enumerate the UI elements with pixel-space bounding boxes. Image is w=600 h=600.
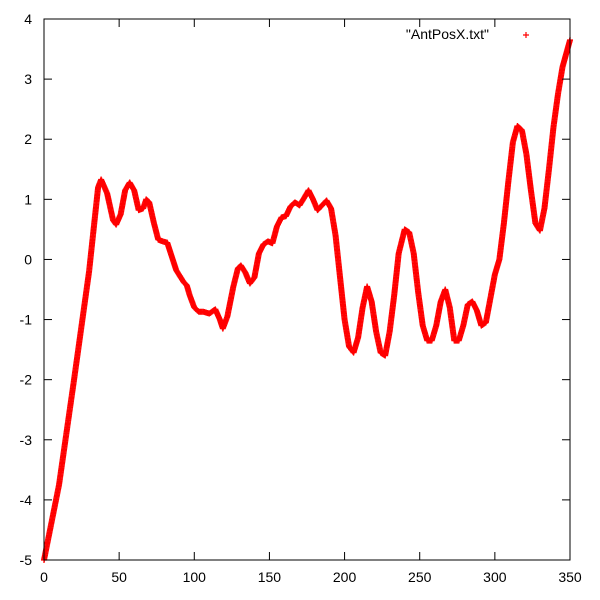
y-tick-label-4: -1 xyxy=(20,312,33,328)
y-tick-label-6: 1 xyxy=(24,191,32,207)
legend-marker xyxy=(523,32,529,38)
y-tick-labels: -5 -4 -3 -2 -1 0 1 2 3 4 xyxy=(20,11,33,568)
axis-ticks xyxy=(43,18,571,561)
x-tick-labels: 0 50 100 150 200 250 300 350 xyxy=(40,569,582,585)
y-tick-label-3: -2 xyxy=(20,372,33,388)
y-tick-label-9: 4 xyxy=(24,11,32,27)
x-tick-label-4: 200 xyxy=(333,569,357,585)
y-tick-label-1: -4 xyxy=(20,492,33,508)
x-tick-label-5: 250 xyxy=(408,569,432,585)
x-tick-label-6: 300 xyxy=(483,569,507,585)
y-tick-label-0: -5 xyxy=(20,552,33,568)
x-tick-label-0: 0 xyxy=(40,569,48,585)
y-tick-label-8: 3 xyxy=(24,71,32,87)
y-tick-label-5: 0 xyxy=(24,251,32,267)
plot-frame xyxy=(43,18,571,561)
series-antposx xyxy=(41,37,573,563)
x-tick-label-3: 150 xyxy=(258,569,282,585)
y-tick-label-7: 2 xyxy=(24,131,32,147)
y-tick-label-2: -3 xyxy=(20,432,33,448)
legend: "AntPosX.txt" xyxy=(406,26,529,42)
x-tick-label-7: 350 xyxy=(558,569,582,585)
x-tick-label-1: 50 xyxy=(111,569,127,585)
x-tick-label-2: 100 xyxy=(183,569,207,585)
legend-label: "AntPosX.txt" xyxy=(406,26,489,42)
legend-marker-plus xyxy=(523,32,529,38)
